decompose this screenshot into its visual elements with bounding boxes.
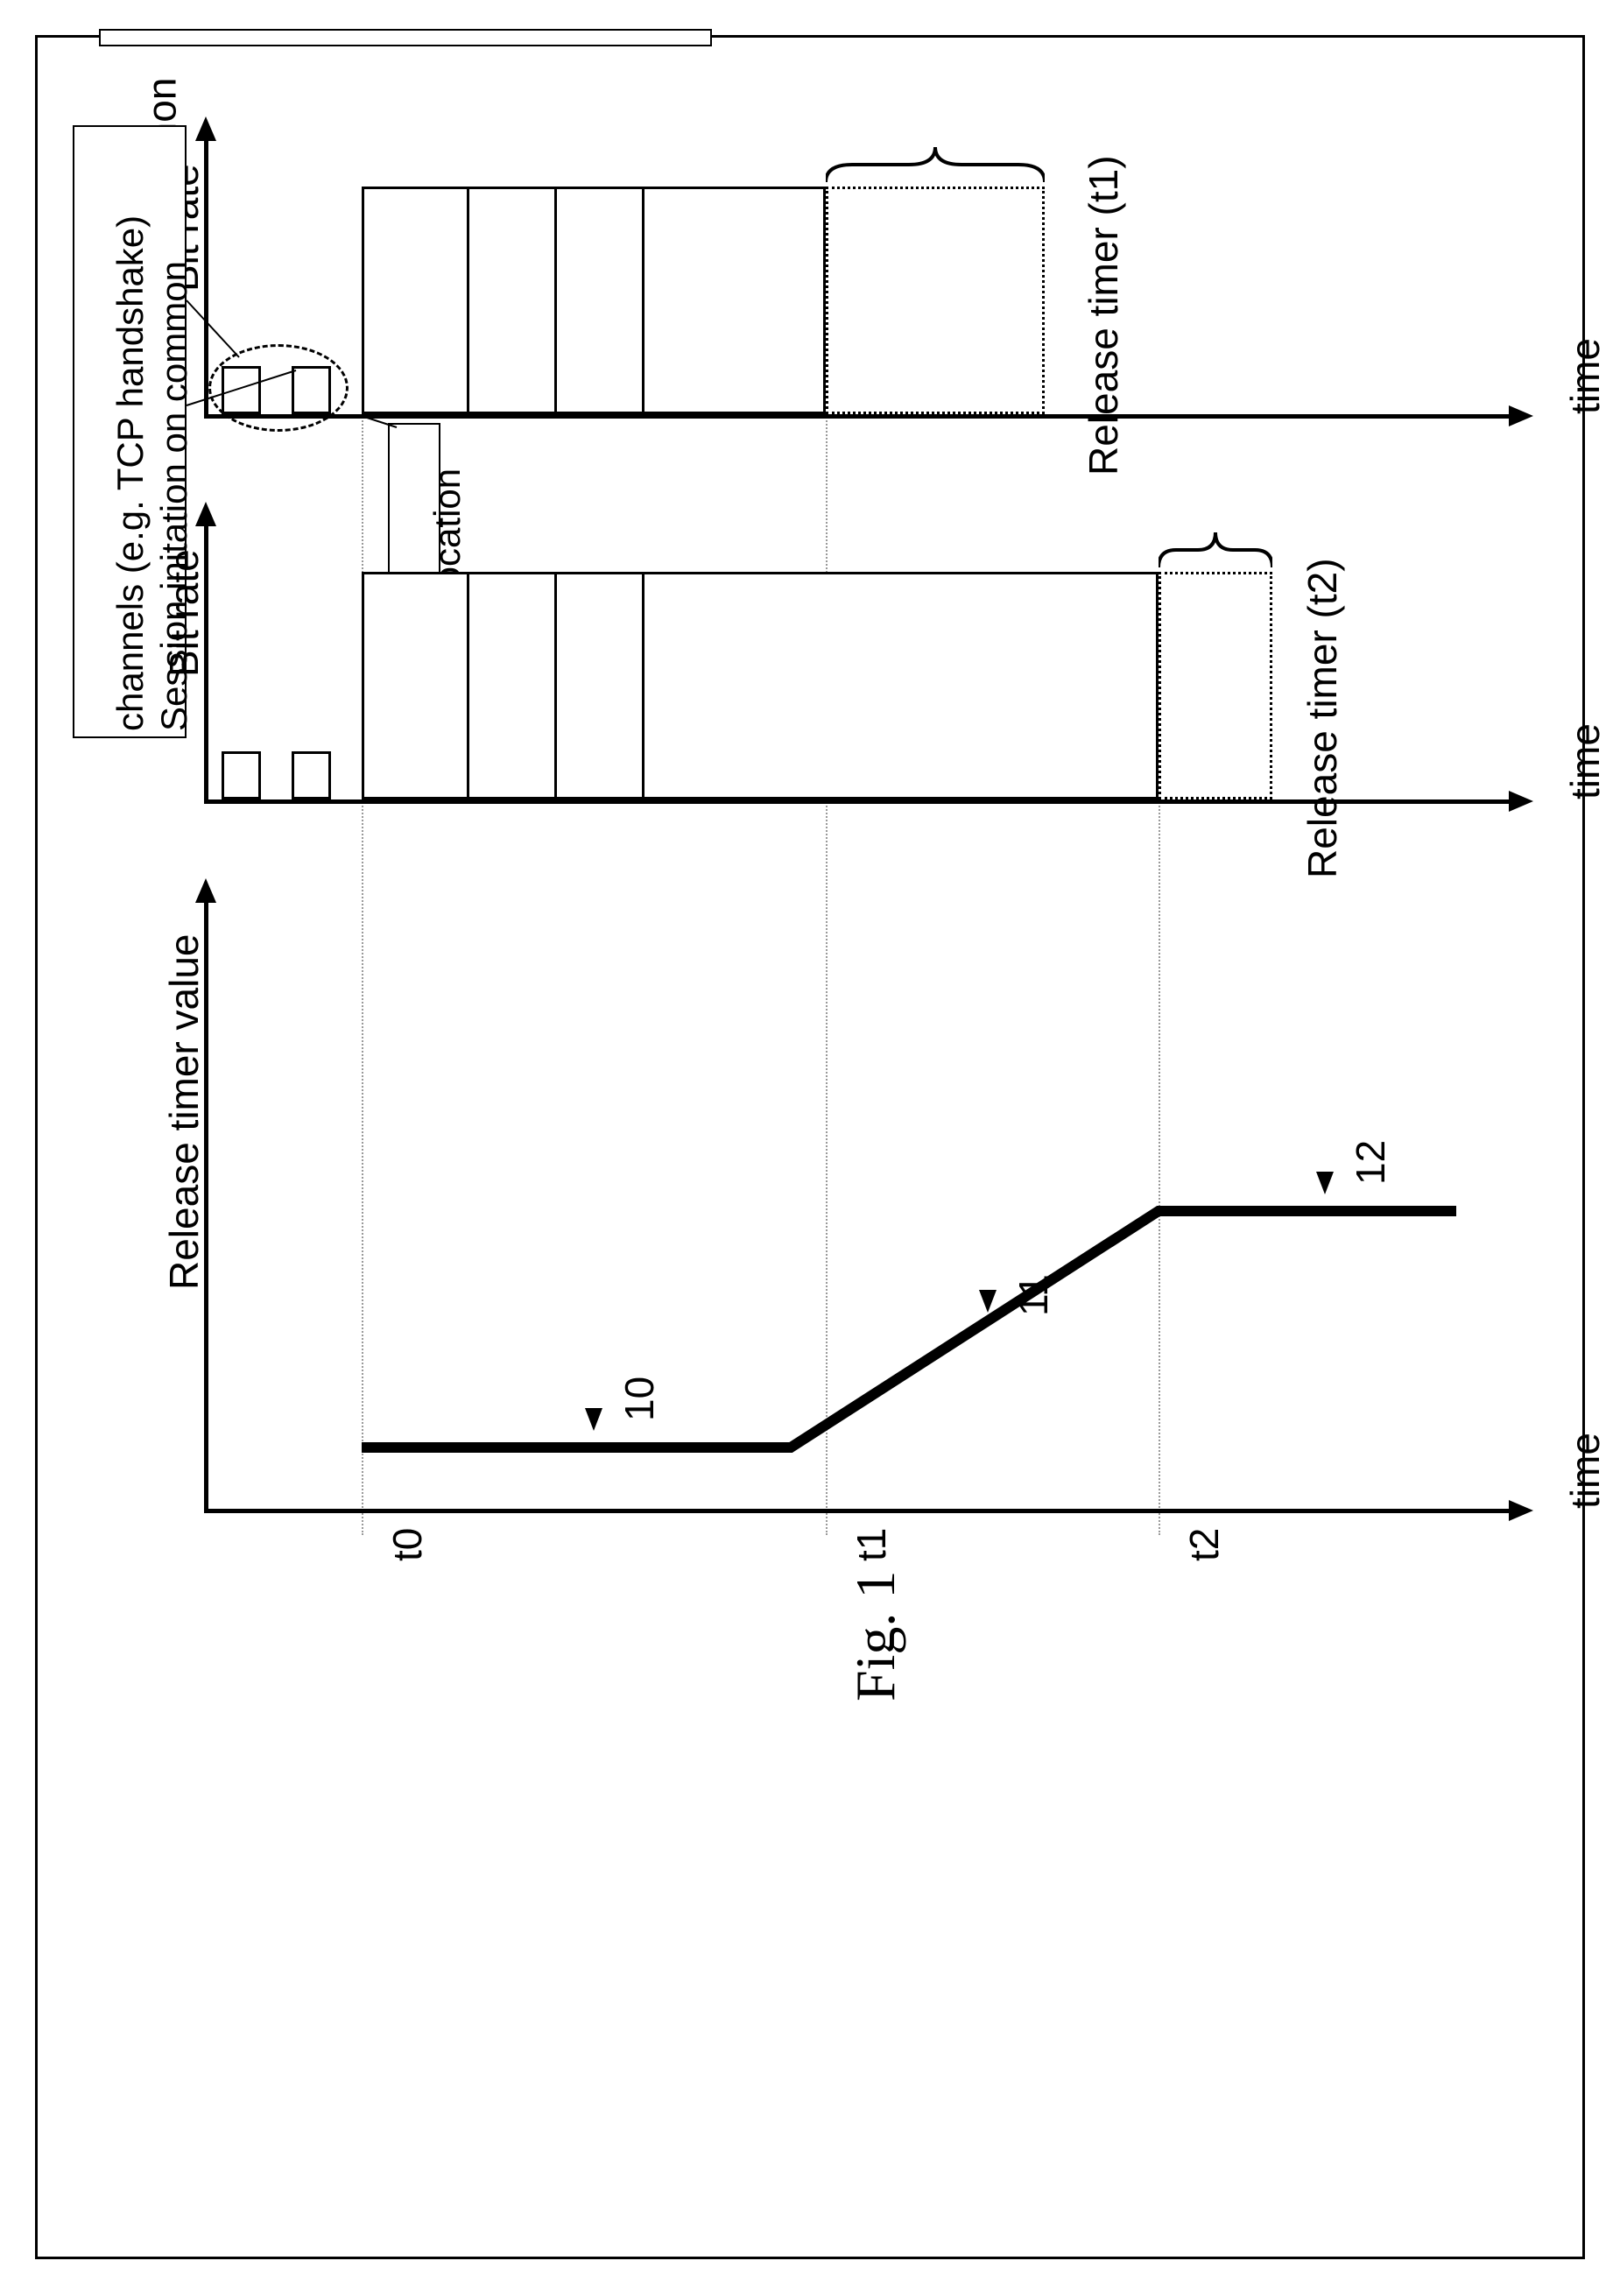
tick-t1: t1 [848, 1528, 895, 1561]
marker-11-label: 11 [1010, 1274, 1057, 1316]
panel3-line [38, 38, 1588, 1614]
marker-10-label: 10 [616, 1377, 663, 1421]
tick-t2: t2 [1180, 1528, 1228, 1561]
figure-container: Bit rate time Release timer (t1) Session… [35, 35, 1585, 2259]
marker-12-arrow [1316, 1172, 1334, 1194]
marker-10-arrow [585, 1408, 602, 1431]
marker-12-label: 12 [1347, 1140, 1394, 1185]
marker-11-arrow [979, 1290, 997, 1313]
figure-caption: Fig. 1 [843, 1571, 908, 1701]
tick-t0: t0 [384, 1528, 431, 1561]
